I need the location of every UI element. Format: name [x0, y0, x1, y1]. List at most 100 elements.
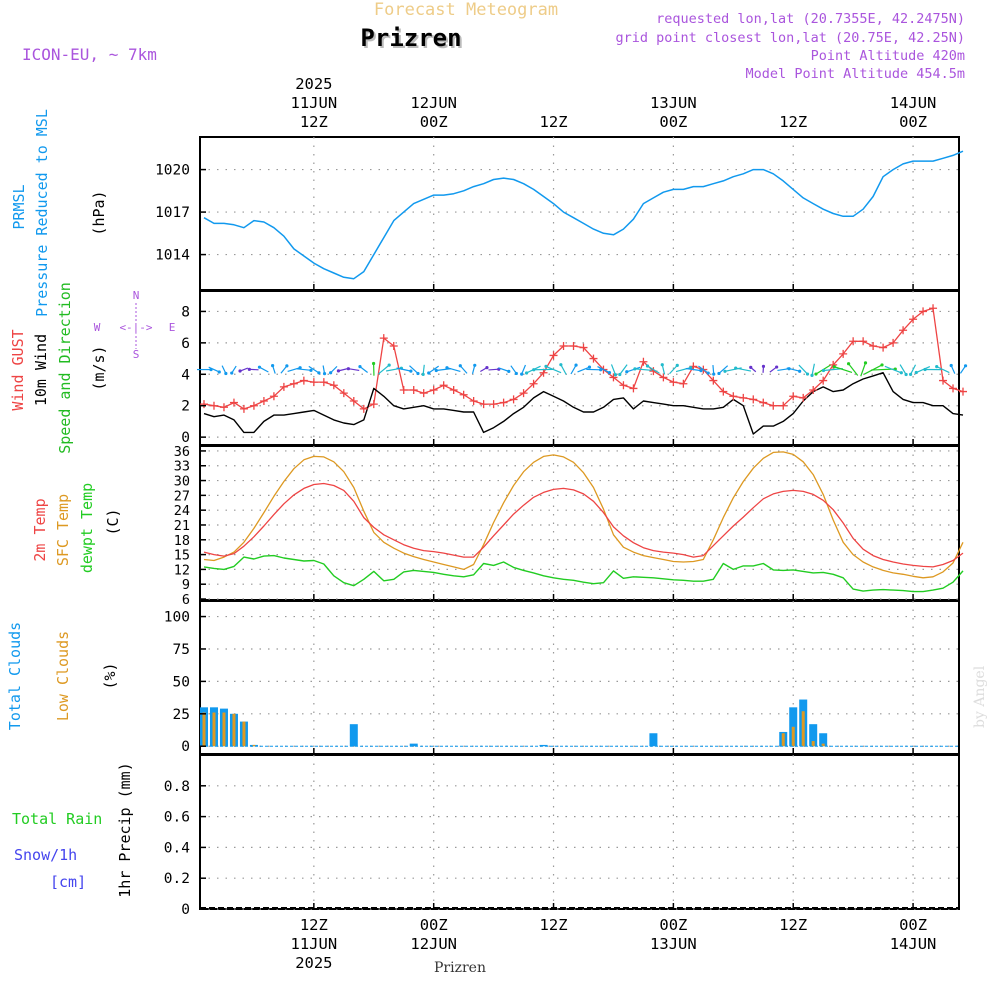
wind-direction-arrowhead — [532, 368, 536, 372]
y-tick-label-temp: 18 — [174, 533, 190, 549]
low-cloud-bar — [252, 744, 256, 747]
total-cloud-bar — [409, 743, 418, 747]
bottom-time-label: 13JUN — [650, 935, 697, 953]
wind-direction-arrowhead — [798, 369, 802, 373]
gust-marker — [639, 357, 648, 366]
gust-marker — [669, 378, 678, 387]
pressure-line — [203, 150, 964, 280]
side-labels: PRMSL Pressure Reduced to MSL (hPa) Wind GU… — [6, 109, 175, 898]
wind-direction-arrowhead — [734, 366, 738, 370]
wind-direction-arrowhead — [660, 363, 664, 367]
wind-direction-arrowhead — [247, 367, 251, 371]
wind-direction-arrowhead — [230, 371, 234, 375]
wind-direction-arrowhead — [427, 371, 431, 375]
bottom-time-label: 00Z — [659, 916, 687, 934]
wind-direction-arrowhead — [775, 365, 779, 369]
top-time-label: 14JUN — [890, 94, 937, 112]
gust-marker — [549, 351, 558, 360]
wind-direction-arrow — [634, 368, 652, 371]
gust-marker — [709, 376, 718, 385]
total-clouds-label: Total Clouds — [6, 622, 24, 730]
wind-direction-arrowhead — [949, 363, 953, 368]
wind-direction-arrowhead — [387, 363, 391, 367]
gust-marker — [579, 343, 588, 352]
y-tick-label-temp: 9 — [182, 577, 190, 593]
gust-marker — [379, 334, 388, 343]
suptitle: Forecast Meteogram — [374, 0, 558, 20]
gust-marker — [229, 398, 238, 407]
total-cloud-bar — [349, 724, 358, 747]
snow-legend: Snow/1h — [14, 846, 77, 864]
gust-marker — [569, 342, 578, 350]
wind-direction-arrow — [698, 365, 709, 374]
top-time-label: 00Z — [659, 113, 687, 131]
bottom-time-label: 00Z — [420, 916, 448, 934]
top-time-label: 12Z — [300, 113, 328, 131]
top-time-label: 12Z — [779, 113, 807, 131]
wind-direction-arrowhead — [699, 369, 703, 373]
gust-marker — [369, 400, 378, 409]
top-time-label: 00Z — [899, 113, 927, 131]
gust-marker — [749, 395, 758, 404]
gust-marker — [299, 376, 308, 385]
gust-marker — [819, 376, 828, 385]
wind-direction-arrowhead — [618, 372, 622, 377]
gust-marker — [959, 387, 967, 396]
compass-s: S — [133, 348, 140, 361]
gust-marker — [439, 381, 448, 390]
wind-direction-arrowhead — [271, 363, 275, 368]
wind-direction-arrowhead — [963, 364, 968, 368]
low-cloud-bar — [212, 712, 216, 747]
top-time-label: 12JUN — [410, 94, 457, 112]
wind-direction-arrowhead — [520, 372, 524, 376]
gust-marker — [949, 384, 958, 393]
low-cloud-bar — [222, 712, 226, 747]
y-tick-label-wind: 2 — [181, 399, 190, 415]
wind-direction-arrowhead — [863, 361, 868, 365]
wind-direction-arrowhead — [574, 363, 578, 367]
gust-marker — [619, 381, 628, 390]
gust-marker — [899, 326, 908, 335]
temp-sfc-label: SFC Temp — [54, 494, 72, 566]
temp-unit: (C) — [104, 508, 122, 535]
y-tick-label-clouds: 50 — [173, 674, 190, 690]
wind-direction-arrow — [777, 368, 790, 372]
location-title: Prizren — [360, 24, 461, 52]
gust-marker — [589, 354, 598, 363]
top-time-label: 2025 — [295, 75, 332, 93]
wind-direction-arrowhead — [706, 371, 710, 375]
wind-direction-arrowhead — [309, 368, 313, 372]
pressure-label-full: Pressure Reduced to MSL — [33, 109, 51, 317]
wind-direction-arrow — [834, 366, 853, 373]
gust-marker — [679, 379, 688, 388]
wind-direction-arrow — [661, 364, 666, 375]
model-label: ICON-EU, ~ 7km — [22, 45, 157, 64]
gust-marker — [289, 379, 298, 388]
wind-direction-arrow — [669, 364, 678, 375]
y-tick-label-clouds: 75 — [173, 642, 190, 658]
footer-location: Prizren — [434, 960, 486, 976]
rain-legend: Total Rain — [12, 810, 102, 828]
compass-arrow: <-|-> — [119, 321, 152, 334]
wind-direction-arrowhead — [257, 365, 262, 369]
grid-lines — [200, 137, 959, 910]
wind-direction-arrow — [560, 364, 567, 375]
bottom-time-label: 12JUN — [410, 935, 457, 953]
gust-marker — [459, 390, 468, 399]
wind-direction-arrowhead — [559, 363, 563, 367]
wind-direction-arrow — [798, 364, 808, 375]
wind-direction-arrow — [459, 365, 468, 374]
gust-marker — [719, 387, 728, 396]
pressure-unit: (hPa) — [90, 190, 108, 235]
wind-direction-arrowhead — [645, 364, 650, 368]
wind-direction-arrowhead — [507, 369, 511, 373]
wind-direction-arrowhead — [805, 372, 810, 376]
point-altitude: Point Altitude 420m — [811, 48, 965, 64]
wind-direction-arrow — [422, 364, 425, 375]
wind-direction-arrowhead — [717, 371, 721, 376]
y-tick-label-temp: 6 — [182, 592, 190, 608]
wind-direction-arrowhead — [458, 364, 462, 368]
y-tick-label-pressure: 1014 — [155, 248, 190, 264]
low-cloud-bar — [821, 743, 825, 747]
dewpoint-line — [203, 554, 964, 593]
